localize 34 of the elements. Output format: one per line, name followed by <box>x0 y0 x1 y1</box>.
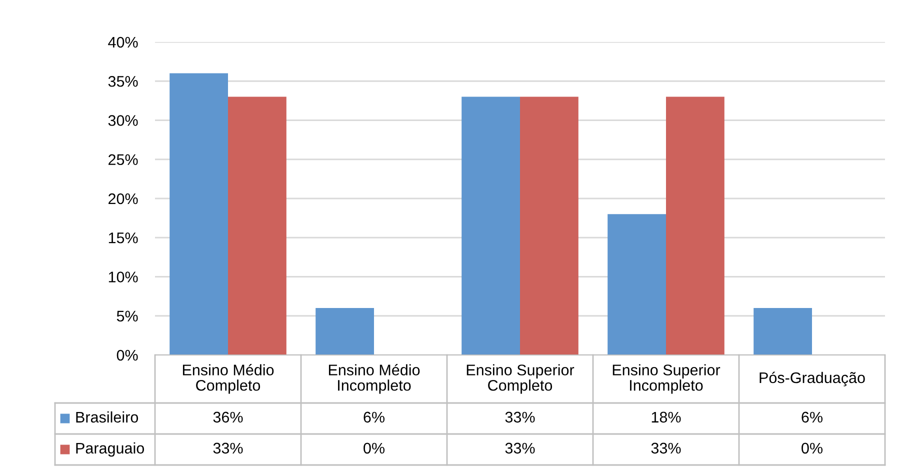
data-label: 6% <box>802 412 822 423</box>
data-label: 0% <box>802 442 822 454</box>
x-tick-label: Ensino Superior Completo <box>466 364 574 394</box>
bar <box>666 96 724 355</box>
x-tick-label: Ensino Médio Completo <box>182 364 274 394</box>
y-tick-label: 30% <box>108 115 138 126</box>
bar <box>462 96 520 355</box>
bar <box>228 96 286 355</box>
y-tick-label: 5% <box>116 310 138 322</box>
data-label: 18% <box>652 412 681 423</box>
y-tick-label: 40% <box>108 36 138 48</box>
bar <box>520 96 578 355</box>
data-label: 33% <box>505 442 535 454</box>
data-label: 36% <box>213 412 243 423</box>
bar <box>316 308 374 355</box>
data-label: 6% <box>364 412 384 423</box>
y-tick-label: 15% <box>108 232 138 244</box>
y-tick-label: 0% <box>116 350 138 361</box>
x-tick-label: Ensino Médio Incompleto <box>328 364 420 394</box>
data-label: 33% <box>213 442 243 454</box>
y-tick-label: 20% <box>108 193 138 204</box>
y-tick-label: 25% <box>108 154 138 166</box>
data-label: 33% <box>505 412 535 423</box>
bar <box>608 214 666 355</box>
bar <box>170 73 228 355</box>
legend-label: Brasileiro <box>76 411 138 423</box>
bar <box>754 308 812 355</box>
legend-label: Paraguaio <box>76 442 144 457</box>
x-tick-label: Ensino Superior Incompleto <box>612 364 720 394</box>
data-label: 33% <box>651 442 681 454</box>
y-tick-label: 35% <box>108 76 138 87</box>
y-tick-label: 10% <box>108 272 138 282</box>
data-label: 0% <box>364 442 384 454</box>
x-tick-label: Pós-Graduação <box>760 372 865 386</box>
